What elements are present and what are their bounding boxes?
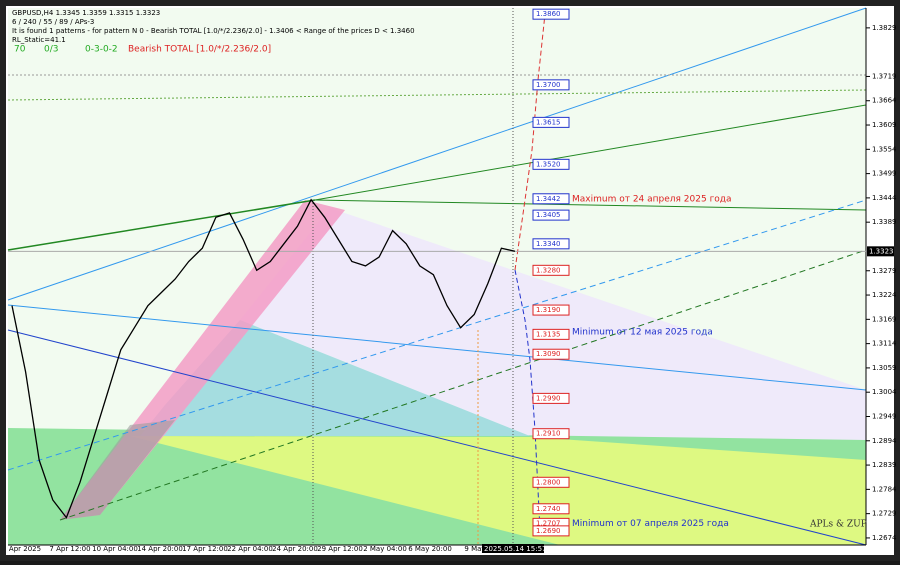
level-box (532, 79, 570, 91)
y-tick-label: 1.3829 (872, 24, 897, 32)
level-box (532, 428, 570, 440)
level-box (532, 525, 570, 537)
header: It is found 1 patterns - for pattern N 0… (12, 27, 415, 35)
y-tick-label: 1.3059 (872, 364, 897, 372)
level-label: 1.3280 (536, 266, 561, 274)
y-tick-label: 1.3609 (872, 121, 897, 129)
x-tick-label: 6 May 20:00 (408, 545, 452, 553)
x-tick-label: 2 May 04:00 (363, 545, 407, 553)
level-label: 1.2990 (536, 394, 561, 402)
level-box (532, 238, 570, 250)
y-tick-label: 1.3664 (872, 97, 897, 105)
axis-bg (866, 8, 894, 545)
price-label: 1.3323 (869, 247, 894, 255)
level-box (532, 8, 570, 20)
price-line (11, 198, 516, 519)
x-tick-label: 9 May (464, 545, 485, 553)
y-tick-label: 1.3169 (872, 315, 897, 323)
y-tick-label: 1.3224 (872, 291, 897, 299)
zone (140, 320, 530, 436)
stat: 0/3 (44, 45, 58, 55)
stat: 70 (14, 45, 26, 55)
annotation: Maximum от 24 апреля 2025 года (572, 194, 732, 204)
stat: Bearish TOTAL [1.0/*/2.236/2.0] (128, 45, 271, 55)
level-label: 1.2707 (536, 519, 561, 527)
y-tick-label: 1.3719 (872, 72, 897, 80)
time-label: 2025.05.14 15:57 (484, 545, 546, 553)
level-box (532, 209, 570, 221)
level-box (532, 328, 570, 340)
x-tick-label: 7 Apr 12:00 (49, 545, 90, 553)
y-tick-label: 1.3114 (872, 340, 897, 348)
level-label: 1.3615 (536, 118, 561, 126)
annotation: Minimum от 07 апреля 2025 года (572, 519, 729, 529)
header: GBPUSD,H4 1.3345 1.3359 1.3315 1.3323 (12, 9, 160, 17)
y-tick-label: 1.3499 (872, 170, 897, 178)
x-tick-label: 10 Apr 04:00 (92, 545, 138, 553)
level-box (532, 476, 570, 488)
y-tick-label: 1.2784 (872, 485, 897, 493)
y-tick-label: 1.3279 (872, 267, 897, 275)
y-tick-label: 1.2839 (872, 461, 897, 469)
level-label: 1.2910 (536, 430, 561, 438)
level-label: 1.3135 (536, 330, 561, 338)
level-box (532, 503, 570, 515)
level-label: 1.3090 (536, 350, 561, 358)
time-box (482, 544, 544, 553)
level-label: 1.3700 (536, 81, 561, 89)
y-tick-label: 1.3444 (872, 194, 897, 202)
y-tick-label: 1.2949 (872, 412, 897, 420)
level-label: 1.3340 (536, 240, 561, 248)
level-box (532, 264, 570, 276)
zone (130, 436, 866, 545)
level-label: 1.2690 (536, 527, 561, 535)
header: 6 / 240 / 55 / 89 / APs-3 (12, 18, 94, 26)
zone (60, 420, 175, 520)
header: RL_Static=41.1 (12, 36, 66, 44)
level-label: 1.3860 (536, 10, 561, 18)
stat: 0-3-0-2 (85, 45, 118, 55)
y-tick-label: 1.2894 (872, 437, 897, 445)
level-box (532, 116, 570, 128)
price-box (867, 246, 894, 257)
x-tick-label: 14 Apr 20:00 (137, 545, 183, 553)
watermark: APLs & ZUP (809, 520, 867, 530)
level-label: 1.3405 (536, 211, 561, 219)
y-tick-label: 1.3389 (872, 218, 897, 226)
level-box (532, 193, 570, 205)
level-label: 1.2740 (536, 505, 561, 513)
level-label: 1.3520 (536, 160, 561, 168)
x-tick-label: Apr 2025 (9, 545, 41, 553)
x-tick-label: 24 Apr 20:00 (272, 545, 318, 553)
level-label: 1.3442 (536, 195, 561, 203)
x-tick-label: 17 Apr 12:00 (182, 545, 228, 553)
zone (240, 208, 866, 445)
level-box (532, 392, 570, 404)
level-box (532, 304, 570, 316)
x-tick-label: 22 Apr 04:00 (227, 545, 273, 553)
level-label: 1.3190 (536, 306, 561, 314)
x-tick-label: 29 Apr 12:00 (317, 545, 363, 553)
level-box (532, 158, 570, 170)
y-tick-label: 1.3004 (872, 388, 897, 396)
y-tick-label: 1.3554 (872, 145, 897, 153)
annotation: Minimum от 12 мая 2025 года (572, 328, 713, 338)
level-label: 1.2800 (536, 478, 561, 486)
y-tick-label: 1.2674 (872, 534, 897, 542)
y-tick-label: 1.2729 (872, 510, 897, 518)
level-box (532, 348, 570, 360)
